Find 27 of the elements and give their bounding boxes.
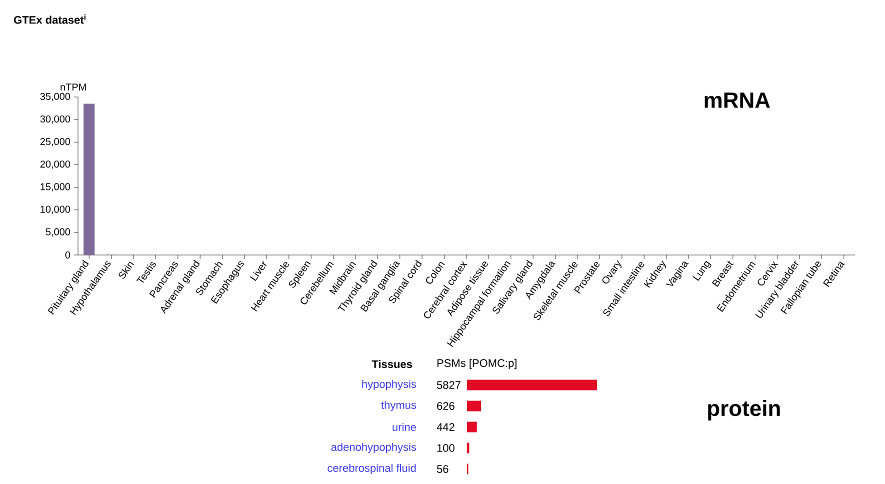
y-tick-label: 35,000	[40, 92, 70, 102]
x-axis-title: PSMs [POMC:p]	[437, 358, 516, 370]
data-label: 442	[436, 423, 454, 431]
y-axis-title: Tissues	[372, 360, 412, 368]
y-tick-label: adenohypophysis	[331, 442, 416, 454]
text: protein	[708, 400, 780, 420]
chart-title: GTEx dataset$^{i}$	[14, 14, 86, 24]
y-tick-label: cerebrospinal fluid	[328, 464, 416, 474]
data-label: 5827	[436, 381, 460, 389]
bar	[467, 422, 477, 432]
y-tick-label: 0	[65, 251, 70, 259]
y-tick-label: hypophysis	[362, 380, 416, 390]
y-tick-label: thymus	[381, 400, 416, 412]
y-tick-label: 20,000	[40, 160, 70, 169]
bar	[467, 380, 598, 390]
data-label: 626	[437, 402, 454, 410]
y-tick-label: 30,000	[40, 115, 70, 124]
y-tick-label: 10,000	[40, 206, 70, 214]
y-tick-label: 25,000	[40, 138, 70, 146]
annotation: mRNA	[704, 92, 770, 108]
y-tick-label: urine	[392, 422, 416, 432]
y-axis-title: nTPM	[60, 84, 86, 90]
data-label: 100	[437, 444, 454, 452]
y-tick-label: 5,000	[46, 228, 70, 237]
y-tick-label: 15,000	[40, 183, 70, 192]
bar	[467, 400, 481, 412]
data-label: 56	[436, 465, 448, 473]
